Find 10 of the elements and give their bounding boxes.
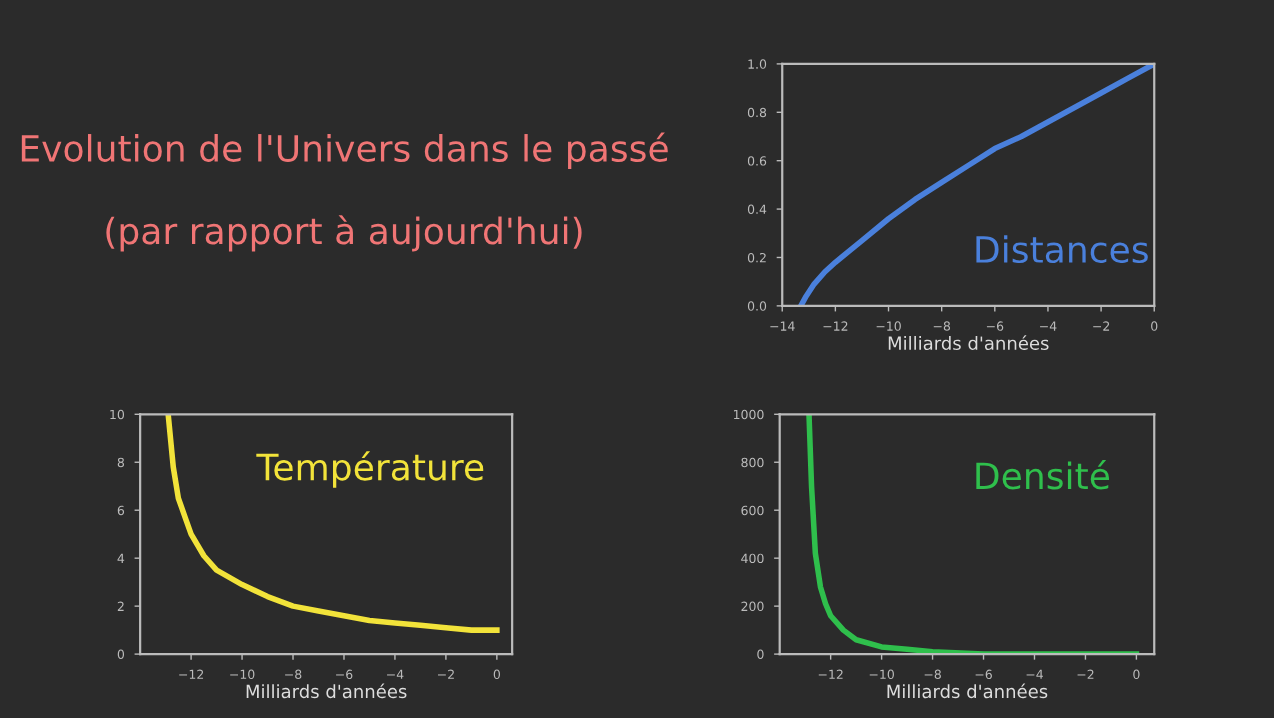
x-axis-title: Milliards d'années <box>887 683 1048 699</box>
annotation: Température <box>256 451 484 488</box>
line-series <box>165 414 500 633</box>
annotation: Densité <box>976 460 1110 490</box>
text: Evolution de l'Univers dans le passé <box>21 132 668 169</box>
text: (par rapport à aujourd'hui) <box>106 215 582 252</box>
x-axis-title: Milliards d'années <box>888 335 1049 350</box>
annotation: Distances <box>976 235 1148 264</box>
x-axis-title: Milliards d'années <box>246 683 407 699</box>
line-series <box>806 414 1140 655</box>
